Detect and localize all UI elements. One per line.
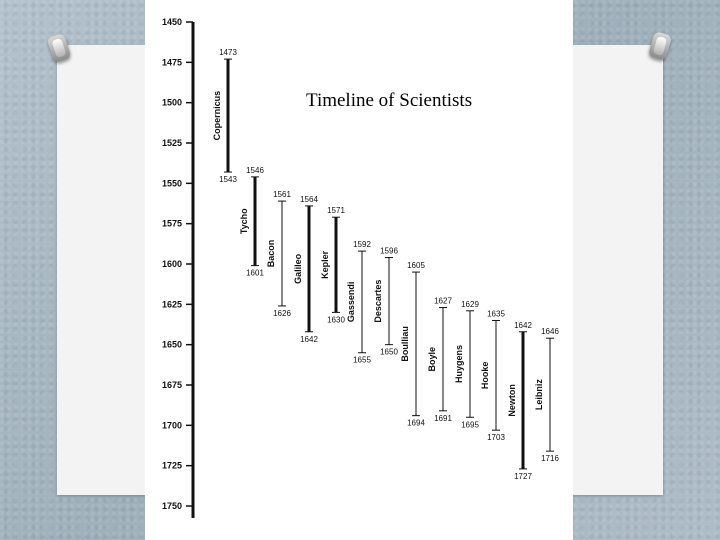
death-year-label: 1727 — [514, 472, 532, 481]
death-year-label: 1691 — [434, 414, 452, 423]
birth-year-label: 1635 — [487, 309, 505, 318]
scientist-name-label: Leibniz — [534, 379, 544, 410]
scientist-name-label: Copernicus — [212, 91, 222, 141]
death-year-label: 1642 — [300, 335, 318, 344]
death-year-label: 1703 — [487, 433, 505, 442]
death-year-label: 1626 — [273, 309, 291, 318]
axis-tick-label: 1525 — [162, 138, 182, 148]
scientist-name-label: Newton — [507, 384, 517, 417]
scientist-name-label: Huygens — [454, 345, 464, 383]
birth-year-label: 1646 — [541, 327, 559, 336]
scientist-name-label: Galileo — [293, 253, 303, 284]
axis-tick-label: 1500 — [162, 98, 182, 108]
axis-tick-label: 1575 — [162, 219, 182, 229]
birth-year-label: 1605 — [407, 261, 425, 270]
death-year-label: 1655 — [353, 356, 371, 365]
slide-title: Timeline of Scientists — [306, 90, 473, 111]
birth-year-label: 1571 — [327, 206, 345, 215]
death-year-label: 1716 — [541, 454, 559, 463]
axis-tick-label: 1725 — [162, 461, 182, 471]
axis-tick-label: 1550 — [162, 178, 182, 188]
scientist-name-label: Bacon — [266, 240, 276, 268]
birth-year-label: 1473 — [219, 48, 237, 57]
axis-tick-label: 1675 — [162, 380, 182, 390]
death-year-label: 1650 — [380, 348, 398, 357]
scientist-name-label: Descartes — [373, 280, 383, 323]
scientist-name-label: Gassendi — [346, 282, 356, 323]
death-year-label: 1543 — [219, 175, 237, 184]
birth-year-label: 1627 — [434, 297, 452, 306]
axis-tick-label: 1750 — [162, 501, 182, 511]
scientist-name-label: Hooke — [480, 362, 490, 390]
scientist-name-label: Kepler — [320, 250, 330, 279]
death-year-label: 1695 — [461, 420, 479, 429]
birth-year-label: 1564 — [300, 195, 318, 204]
birth-year-label: 1546 — [246, 166, 264, 175]
axis-tick-label: 1450 — [162, 17, 182, 27]
death-year-label: 1694 — [407, 419, 425, 428]
timeline-panel — [145, 0, 573, 540]
birth-year-label: 1592 — [353, 240, 371, 249]
axis-tick-label: 1700 — [162, 420, 182, 430]
axis-tick-label: 1625 — [162, 299, 182, 309]
axis-tick-label: 1600 — [162, 259, 182, 269]
axis-tick-label: 1475 — [162, 57, 182, 67]
death-year-label: 1630 — [327, 315, 345, 324]
scientist-name-label: Tycho — [239, 208, 249, 234]
death-year-label: 1601 — [246, 269, 264, 278]
birth-year-label: 1596 — [380, 247, 398, 256]
scientist-name-label: Boulliau — [400, 326, 410, 362]
birth-year-label: 1561 — [273, 190, 291, 199]
axis-tick-label: 1650 — [162, 340, 182, 350]
scientist-name-label: Boyle — [427, 347, 437, 372]
birth-year-label: 1642 — [514, 321, 532, 330]
birth-year-label: 1629 — [461, 300, 479, 309]
